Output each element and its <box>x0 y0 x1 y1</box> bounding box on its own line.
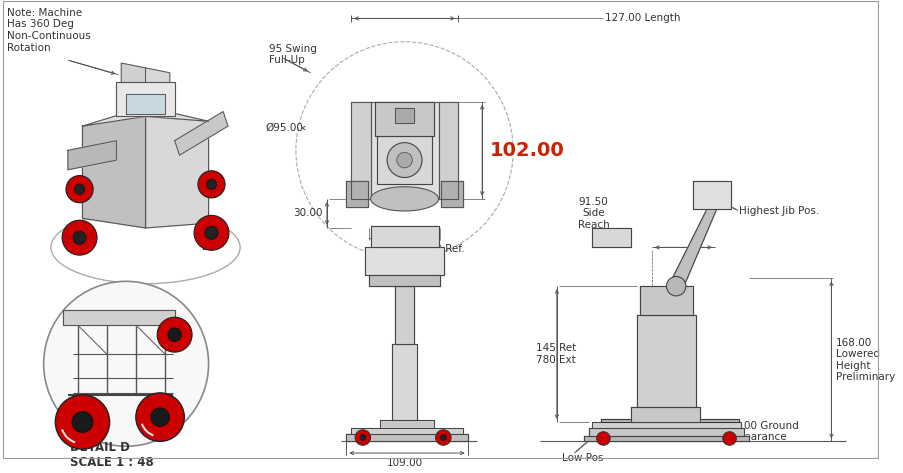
Polygon shape <box>370 102 438 199</box>
Circle shape <box>74 184 85 194</box>
Circle shape <box>206 179 217 190</box>
Circle shape <box>435 430 451 445</box>
Text: 127.00 Length: 127.00 Length <box>605 13 680 24</box>
Polygon shape <box>350 428 462 434</box>
Polygon shape <box>368 274 440 286</box>
Circle shape <box>135 393 184 441</box>
Circle shape <box>157 317 191 352</box>
Text: 109.00: 109.00 <box>386 458 422 468</box>
Polygon shape <box>438 102 458 199</box>
Circle shape <box>205 226 218 239</box>
Text: Low Pos: Low Pos <box>561 453 602 463</box>
Polygon shape <box>145 116 209 228</box>
Polygon shape <box>591 228 630 247</box>
Polygon shape <box>637 315 694 407</box>
Polygon shape <box>395 286 414 344</box>
Polygon shape <box>395 108 414 123</box>
Polygon shape <box>116 82 174 116</box>
Polygon shape <box>346 434 467 441</box>
Circle shape <box>596 432 610 445</box>
Circle shape <box>194 215 228 250</box>
Polygon shape <box>375 102 433 136</box>
Circle shape <box>151 408 169 426</box>
Polygon shape <box>145 68 170 82</box>
Text: D: D <box>201 242 209 253</box>
Polygon shape <box>82 116 145 228</box>
Text: 102.00: 102.00 <box>489 141 564 160</box>
Text: Highest Jib Pos.: Highest Jib Pos. <box>739 205 819 216</box>
Circle shape <box>73 231 86 245</box>
Text: Note: Machine
Has 360 Deg
Non-Continuous
Rotation: Note: Machine Has 360 Deg Non-Continuous… <box>7 8 90 53</box>
Circle shape <box>666 277 685 296</box>
Polygon shape <box>588 428 743 436</box>
Polygon shape <box>370 226 438 247</box>
Text: Ø95.00: Ø95.00 <box>265 123 303 133</box>
Polygon shape <box>346 182 368 207</box>
Polygon shape <box>174 112 228 155</box>
Circle shape <box>355 430 370 445</box>
Polygon shape <box>667 209 716 286</box>
Circle shape <box>55 395 109 449</box>
Text: DETAIL D
SCALE 1 : 48: DETAIL D SCALE 1 : 48 <box>70 441 154 469</box>
Polygon shape <box>121 63 145 82</box>
Circle shape <box>168 328 182 342</box>
Polygon shape <box>692 182 731 209</box>
Polygon shape <box>126 94 164 114</box>
Polygon shape <box>639 286 692 315</box>
Circle shape <box>359 435 366 440</box>
Text: 3.00 Ground
Clearance: 3.00 Ground Clearance <box>733 421 798 443</box>
Polygon shape <box>380 420 433 428</box>
Circle shape <box>396 152 412 168</box>
Text: 95 Swing
Full-Up: 95 Swing Full-Up <box>268 44 316 65</box>
Circle shape <box>43 281 209 446</box>
Text: 6.00 Ref.: 6.00 Ref. <box>419 245 464 254</box>
Text: 168.00
Lowered
Height
Preliminary: 168.00 Lowered Height Preliminary <box>835 338 895 382</box>
Circle shape <box>66 175 93 203</box>
Circle shape <box>198 171 225 198</box>
Ellipse shape <box>370 187 438 211</box>
Polygon shape <box>365 247 444 274</box>
Circle shape <box>62 220 97 255</box>
Polygon shape <box>392 344 416 420</box>
Polygon shape <box>82 107 209 126</box>
Polygon shape <box>377 136 432 184</box>
Text: 30.00: 30.00 <box>293 209 322 219</box>
Circle shape <box>721 432 736 445</box>
Polygon shape <box>591 422 740 428</box>
Polygon shape <box>583 436 748 441</box>
Circle shape <box>440 435 446 440</box>
Polygon shape <box>63 310 174 325</box>
Polygon shape <box>68 140 116 170</box>
Text: 74.00: 74.00 <box>389 244 419 254</box>
Text: 91.50
Side
Reach: 91.50 Side Reach <box>577 197 609 230</box>
Polygon shape <box>350 102 370 199</box>
Circle shape <box>72 412 93 432</box>
Circle shape <box>386 142 422 177</box>
Polygon shape <box>630 407 700 422</box>
Polygon shape <box>600 419 739 422</box>
Polygon shape <box>441 182 462 207</box>
Text: 145 Ret
780 Ext: 145 Ret 780 Ext <box>535 343 575 365</box>
